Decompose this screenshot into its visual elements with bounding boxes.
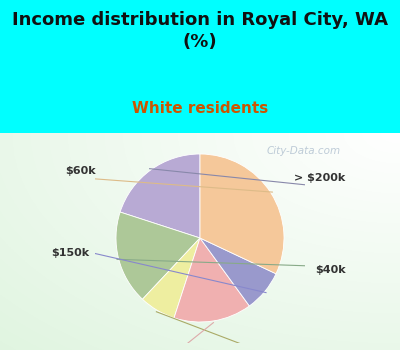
Text: > $200k: > $200k (294, 173, 345, 182)
Wedge shape (120, 154, 200, 238)
Wedge shape (116, 212, 200, 299)
Text: White residents: White residents (132, 101, 268, 116)
Wedge shape (200, 154, 284, 274)
Wedge shape (200, 238, 276, 306)
Text: $60k: $60k (66, 166, 96, 176)
Text: $150k: $150k (51, 248, 89, 258)
Wedge shape (142, 238, 200, 318)
Text: City-Data.com: City-Data.com (267, 146, 341, 156)
Wedge shape (174, 238, 249, 322)
Text: $40k: $40k (315, 265, 346, 275)
Text: Income distribution in Royal City, WA
(%): Income distribution in Royal City, WA (%… (12, 11, 388, 51)
